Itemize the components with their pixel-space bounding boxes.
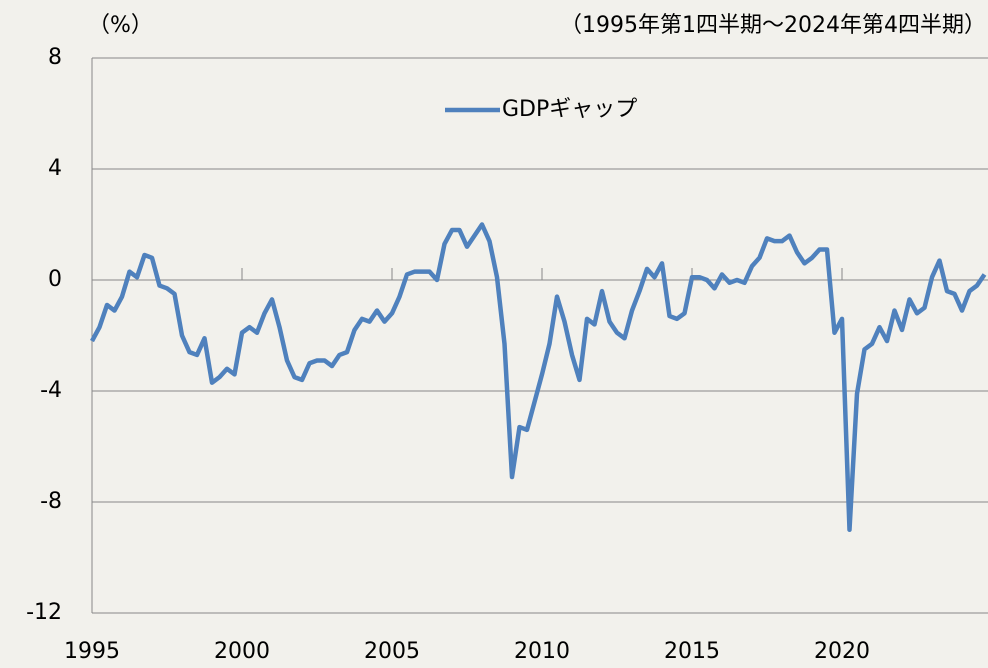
y-tick-label: 0 (48, 267, 62, 292)
y-tick-label: 4 (48, 156, 62, 181)
x-tick-label: 2020 (814, 639, 870, 664)
y-tick-label: 8 (48, 45, 62, 70)
unit-label: （%） (88, 13, 153, 38)
x-tick-label: 1995 (64, 639, 120, 664)
x-tick-label: 2015 (664, 639, 720, 664)
legend-label: GDPギャップ (502, 97, 637, 122)
x-tick-label: 2000 (214, 639, 270, 664)
subtitle: （1995年第1四半期～2024年第4四半期） (560, 13, 986, 38)
y-tick-label: -4 (40, 378, 62, 403)
x-tick-label: 2005 (364, 639, 420, 664)
x-tick-label: 2010 (514, 639, 570, 664)
y-tick-label: -8 (40, 489, 62, 514)
data-line (90, 222, 987, 532)
y-tick-label: -12 (26, 600, 62, 625)
